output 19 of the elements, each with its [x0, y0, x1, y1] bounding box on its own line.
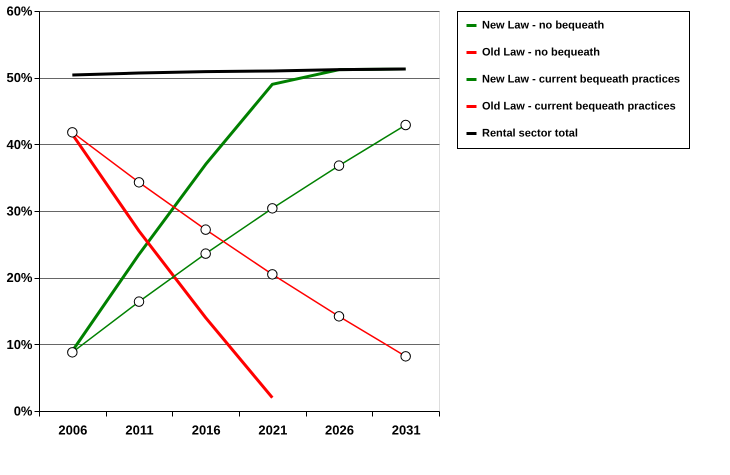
x-tick-label: 2021 — [258, 422, 288, 438]
x-tick-label: 2016 — [192, 422, 221, 438]
y-tick-label: 20% — [6, 270, 33, 286]
y-tick-label: 0% — [14, 404, 33, 418]
x-tick-label: 2011 — [125, 422, 154, 438]
legend-label: New Law - no bequeath — [482, 20, 605, 32]
legend-label: Old Law - current bequeath practices — [482, 100, 676, 112]
x-tick-label: 2006 — [58, 422, 88, 438]
y-tick-label: 50% — [6, 70, 33, 86]
y-tick-label: 30% — [6, 204, 33, 218]
x-tick-label: 2031 — [392, 422, 421, 438]
y-tick-label: 10% — [6, 336, 33, 352]
line-series — [70, 68, 408, 76]
legend-label: New Law - current bequeath practices — [482, 74, 680, 86]
x-tick-label: 2026 — [325, 422, 354, 438]
legend-label: Old Law - no bequeath — [482, 46, 600, 58]
y-tick-label: 60% — [6, 4, 33, 18]
y-tick-label: 40% — [6, 136, 33, 152]
legend-label: Rental sector total — [482, 128, 578, 140]
